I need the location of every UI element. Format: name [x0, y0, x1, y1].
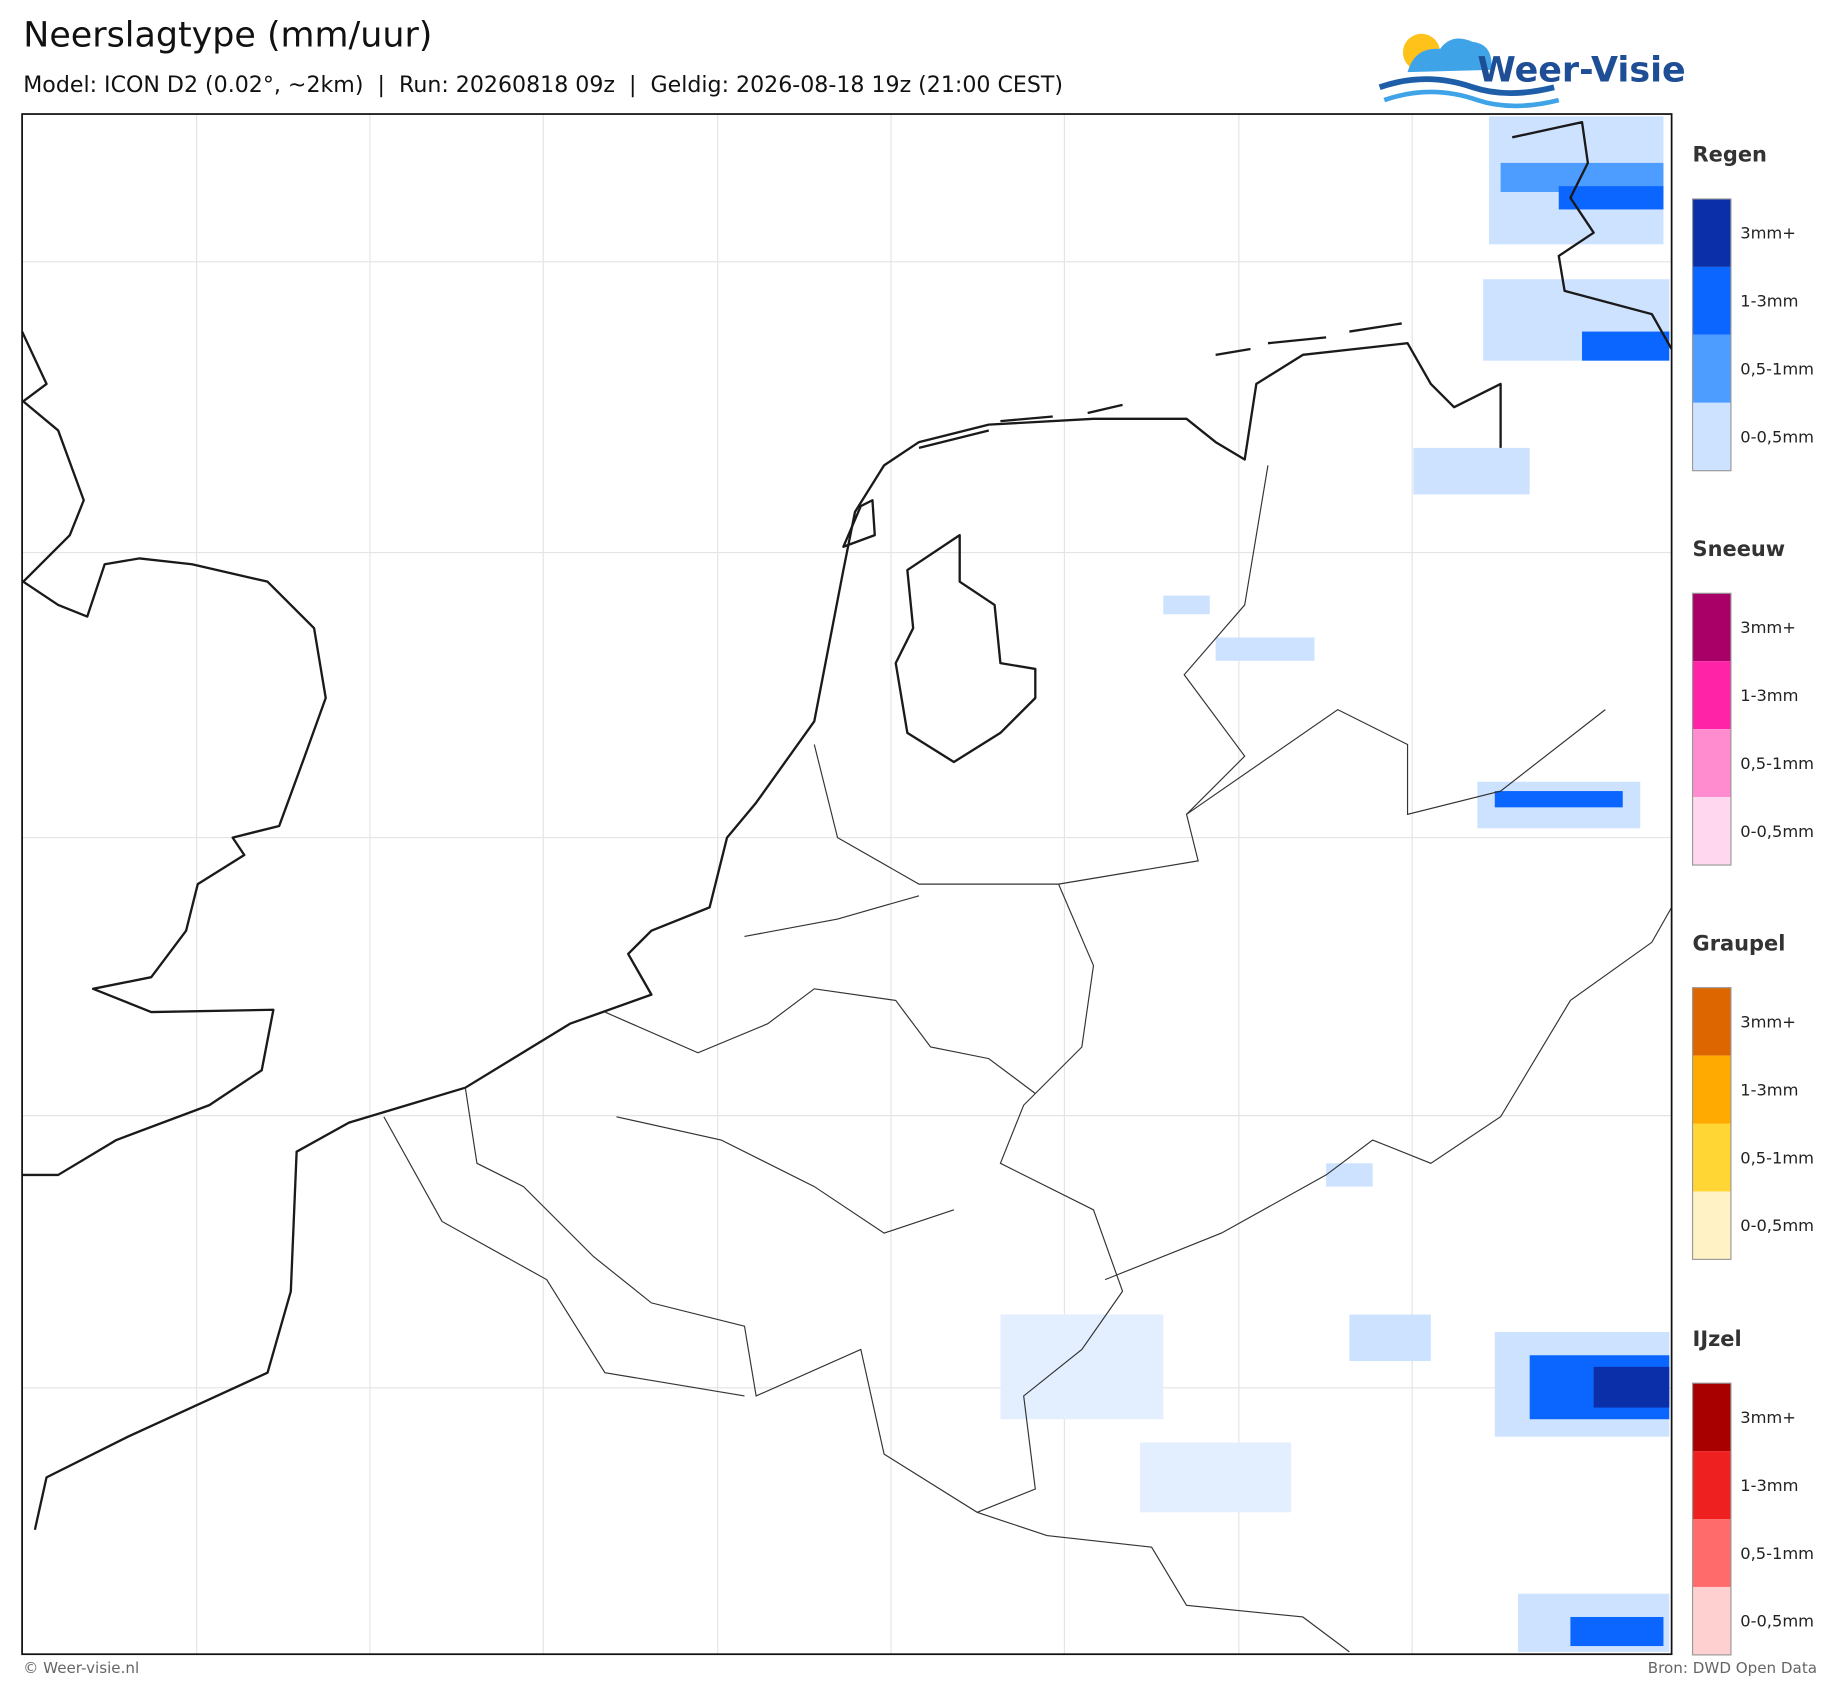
legend-label: 1-3mm: [1740, 1080, 1798, 1099]
legend-swatch: [1692, 1055, 1731, 1124]
legend-group: Regen 3mm+ 1-3mm 0,5-1mm 0-0,5mm: [1691, 143, 1814, 472]
legend-label: 0,5-1mm: [1740, 754, 1814, 773]
legend-label: 0-0,5mm: [1740, 1612, 1814, 1631]
legend-title: Sneeuw: [1693, 537, 1786, 561]
legend-swatch: [1692, 402, 1731, 471]
legend-swatch: [1692, 797, 1731, 866]
legend-swatch: [1692, 729, 1731, 798]
legend-swatch: [1692, 266, 1731, 335]
footer-left: © Weer-visie.nl: [23, 1659, 139, 1677]
legend: Regen 3mm+ 1-3mm 0,5-1mm 0-0,5mm Sneeuw 3mm+ 1-…: [1691, 143, 1814, 1656]
legend-swatch: [1692, 987, 1731, 1056]
legend-swatch: [1692, 1191, 1731, 1260]
title: Neerslagtype (mm/uur): [23, 16, 432, 56]
legend-label: 0-0,5mm: [1740, 428, 1814, 447]
subtitle: Model: ICON D2 (0.02°, ~2km) | Run: 2026…: [23, 72, 1063, 98]
legend-label: 1-3mm: [1740, 686, 1798, 705]
legend-group: IJzel 3mm+ 1-3mm 0,5-1mm 0-0,5mm: [1691, 1327, 1814, 1656]
legend-frame: [1691, 592, 1732, 866]
footer-right: Bron: DWD Open Data: [1648, 1659, 1817, 1677]
legend-group: Sneeuw 3mm+ 1-3mm 0,5-1mm 0-0,5mm: [1691, 537, 1814, 866]
legend-label: 0-0,5mm: [1740, 1216, 1814, 1235]
legend-swatch: [1692, 1383, 1731, 1452]
precipitation: [1000, 116, 1670, 1652]
legend-frame: [1691, 987, 1732, 1260]
logo: Weer-Visie: [1378, 33, 1686, 109]
legend-swatch: [1692, 1123, 1731, 1192]
legend-title: Graupel: [1693, 931, 1786, 955]
legend-label: 1-3mm: [1740, 292, 1798, 311]
legend-swatch: [1692, 661, 1731, 730]
legend-frame: [1691, 1382, 1732, 1656]
legend-label: 3mm+: [1740, 1012, 1796, 1031]
legend-label: 0-0,5mm: [1740, 822, 1814, 841]
legend-label: 3mm+: [1740, 618, 1796, 637]
map-frame: [21, 113, 1673, 1656]
legend-swatch: [1692, 1519, 1731, 1587]
legend-swatch: [1692, 1451, 1731, 1520]
legend-swatch: [1692, 593, 1731, 662]
legend-title: Regen: [1693, 143, 1767, 167]
legend-swatch: [1692, 1586, 1731, 1655]
legend-label: 0,5-1mm: [1740, 360, 1814, 379]
legend-label: 3mm+: [1740, 224, 1796, 243]
legend-swatch: [1692, 334, 1731, 403]
legend-title: IJzel: [1693, 1327, 1742, 1351]
legend-frame: [1691, 198, 1732, 472]
legend-swatch: [1692, 198, 1731, 267]
legend-label: 3mm+: [1740, 1408, 1796, 1427]
legend-label: 1-3mm: [1740, 1476, 1798, 1495]
map: [21, 114, 1673, 1655]
legend-label: 0,5-1mm: [1740, 1148, 1814, 1167]
logo-text: Weer-Visie: [1477, 50, 1685, 90]
legend-label: 0,5-1mm: [1740, 1544, 1814, 1563]
legend-group: Graupel 3mm+ 1-3mm 0,5-1mm 0-0,5mm: [1691, 931, 1814, 1260]
